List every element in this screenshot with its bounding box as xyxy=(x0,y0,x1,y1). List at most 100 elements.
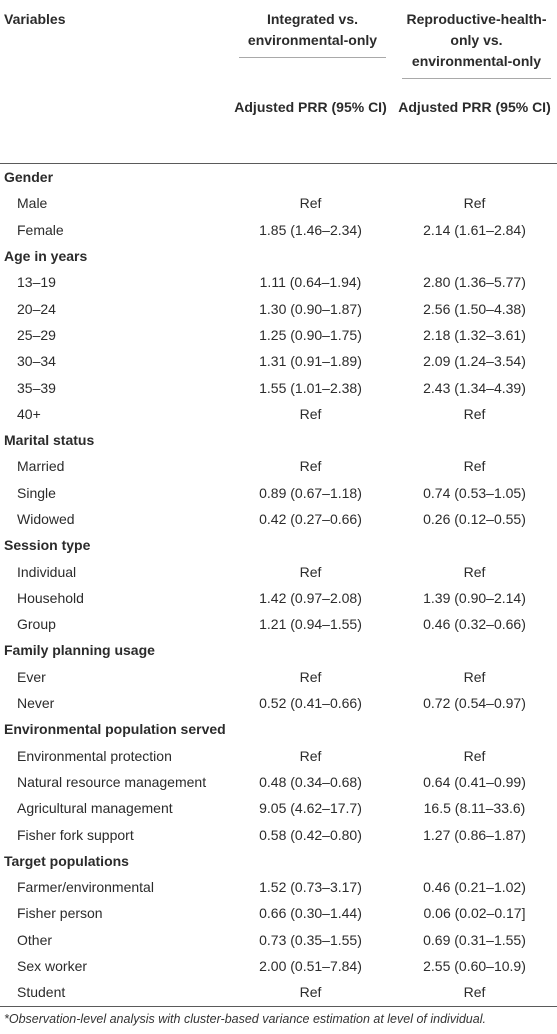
header-reproductive: Reproductive-health-only vs. environment… xyxy=(392,0,557,89)
row-label: Single xyxy=(17,484,56,501)
value-reproductive: 0.74 (0.53–1.05) xyxy=(423,484,526,501)
row-label: Never xyxy=(17,695,55,712)
row-label: Farmer/environmental xyxy=(17,879,154,896)
value-integrated: Ref xyxy=(299,668,322,685)
value-reproductive: 16.5 (8.11–33.6) xyxy=(423,800,526,817)
table-row: Student Ref Ref xyxy=(0,979,557,1007)
value-reproductive: 0.46 (0.32–0.66) xyxy=(423,616,526,633)
value-integrated: Ref xyxy=(299,563,322,580)
table-row: Married Ref Ref xyxy=(0,453,557,479)
value-reproductive: 2.43 (1.34–4.39) xyxy=(423,379,526,396)
value-integrated: 1.11 (0.64–1.94) xyxy=(259,274,362,291)
row-label: Married xyxy=(17,458,65,475)
section-title: Age in years xyxy=(4,248,88,265)
table-row: Farmer/environmental 1.52 (0.73–3.17) 0.46… xyxy=(0,874,557,900)
table-row: Natural resource management 0.48 (0.34–0.… xyxy=(0,769,557,795)
value-reproductive: Ref xyxy=(463,458,486,475)
value-reproductive: 0.26 (0.12–0.55) xyxy=(423,511,526,527)
value-reproductive: Ref xyxy=(463,747,486,764)
row-label: 30–34 xyxy=(17,353,56,370)
value-integrated: 0.42 (0.27–0.66) xyxy=(259,511,362,527)
value-integrated: 0.66 (0.30–1.44) xyxy=(259,905,362,922)
footnote: *Observation-level analysis with cluster… xyxy=(4,1012,486,1026)
value-integrated: Ref xyxy=(299,458,322,475)
section-title: Session type xyxy=(4,537,91,554)
row-label: Household xyxy=(17,589,84,606)
value-reproductive: 2.14 (1.61–2.84) xyxy=(423,221,526,238)
subheader-prr-2: Adjusted PRR (95% CI) xyxy=(392,89,557,164)
section-row: Target populations xyxy=(0,848,557,874)
section-title: Target populations xyxy=(4,852,129,869)
row-label: Sex worker xyxy=(17,958,88,975)
value-integrated: 0.58 (0.42–0.80) xyxy=(259,826,362,843)
row-label: Natural resource management xyxy=(17,773,207,790)
value-reproductive: 2.18 (1.32–3.61) xyxy=(423,326,526,343)
value-integrated: 1.30 (0.90–1.87) xyxy=(259,300,362,317)
value-integrated: 0.48 (0.34–0.68) xyxy=(259,773,362,790)
value-reproductive: 0.46 (0.21–1.02) xyxy=(423,879,526,896)
table-row: Widowed 0.42 (0.27–0.66) 0.26 (0.12–0.55) xyxy=(0,506,557,532)
row-label: Fisher person xyxy=(17,905,103,922)
table-row: Household 1.42 (0.97–2.08) 1.39 (0.90–2.14… xyxy=(0,585,557,611)
value-integrated: 1.42 (0.97–2.08) xyxy=(259,589,362,606)
section-title: Marital status xyxy=(4,432,95,449)
table-row: 40+ Ref Ref xyxy=(0,401,557,427)
table-row: Fisher person 0.66 (0.30–1.44) 0.06 (0.02–… xyxy=(0,900,557,926)
section-title: Family planning usage xyxy=(4,642,155,659)
value-reproductive: 1.27 (0.86–1.87) xyxy=(423,826,526,843)
row-label: 25–29 xyxy=(17,326,56,343)
value-reproductive: 0.72 (0.54–0.97) xyxy=(423,695,526,712)
value-reproductive: Ref xyxy=(463,668,486,685)
row-label: 13–19 xyxy=(17,274,56,291)
value-reproductive: Ref xyxy=(463,563,486,580)
value-integrated: 1.55 (1.01–2.38) xyxy=(259,379,362,396)
table-row: Group 1.21 (0.94–1.55) 0.46 (0.32–0.66) xyxy=(0,611,557,637)
table-body: Gender Male Ref Ref Female 1.85 (1.46–2.34) 2.… xyxy=(0,164,557,1007)
value-reproductive: Ref xyxy=(463,195,486,212)
value-integrated: 1.31 (0.91–1.89) xyxy=(259,353,362,370)
value-integrated: Ref xyxy=(299,195,322,212)
value-reproductive: 2.55 (0.60–10.9) xyxy=(423,958,526,975)
section-row: Marital status xyxy=(0,427,557,453)
row-label: Ever xyxy=(17,668,46,685)
table-row: Female 1.85 (1.46–2.34) 2.14 (1.61–2.84) xyxy=(0,217,557,243)
value-integrated: 0.52 (0.41–0.66) xyxy=(259,695,362,712)
row-label: Female xyxy=(17,221,64,238)
value-integrated: 1.52 (0.73–3.17) xyxy=(259,879,362,896)
value-reproductive: Ref xyxy=(392,979,557,1007)
value-reproductive: 0.69 (0.31–1.55) xyxy=(423,931,526,948)
value-integrated: Ref xyxy=(299,747,322,764)
row-label: Environmental protection xyxy=(17,747,172,764)
value-reproductive: Ref xyxy=(463,405,486,422)
row-label: Fisher fork support xyxy=(17,826,134,843)
value-integrated: Ref xyxy=(299,405,322,422)
table-row: Agricultural management 9.05 (4.62–17.7) 1… xyxy=(0,795,557,821)
value-integrated: 2.00 (0.51–7.84) xyxy=(259,958,362,975)
table-row: Never 0.52 (0.41–0.66) 0.72 (0.54–0.97) xyxy=(0,690,557,716)
table-row: Fisher fork support 0.58 (0.42–0.80) 1.27 … xyxy=(0,821,557,847)
row-label: Individual xyxy=(17,563,77,580)
table-row: Other 0.73 (0.35–1.55) 0.69 (0.31–1.55) xyxy=(0,927,557,953)
table-row: Individual Ref Ref xyxy=(0,558,557,584)
row-label: 35–39 xyxy=(17,379,56,396)
row-label: Student xyxy=(0,979,229,1007)
section-title: Environmental population served xyxy=(4,721,226,738)
table-row: Environmental protection Ref Ref xyxy=(0,743,557,769)
value-reproductive: 2.09 (1.24–3.54) xyxy=(423,353,526,370)
value-reproductive: 0.06 (0.02–0.17] xyxy=(423,905,526,922)
row-label: Other xyxy=(17,931,53,948)
header-empty xyxy=(0,89,229,164)
section-row: Family planning usage xyxy=(0,637,557,663)
header-variables: Variables xyxy=(4,11,66,27)
value-reproductive: 0.64 (0.41–0.99) xyxy=(423,773,526,790)
table-row: Sex worker 2.00 (0.51–7.84) 2.55 (0.60–10.… xyxy=(0,953,557,979)
section-row: Session type xyxy=(0,532,557,558)
value-integrated: 1.85 (1.46–2.34) xyxy=(259,221,362,238)
section-row: Environmental population served xyxy=(0,716,557,742)
subheader-prr-1: Adjusted PRR (95% CI) xyxy=(229,89,392,164)
section-row: Age in years xyxy=(0,243,557,269)
table-row: Ever Ref Ref xyxy=(0,664,557,690)
results-table: Variables Integrated vs. environmental-o… xyxy=(0,0,557,1007)
value-integrated: 1.25 (0.90–1.75) xyxy=(259,326,362,343)
